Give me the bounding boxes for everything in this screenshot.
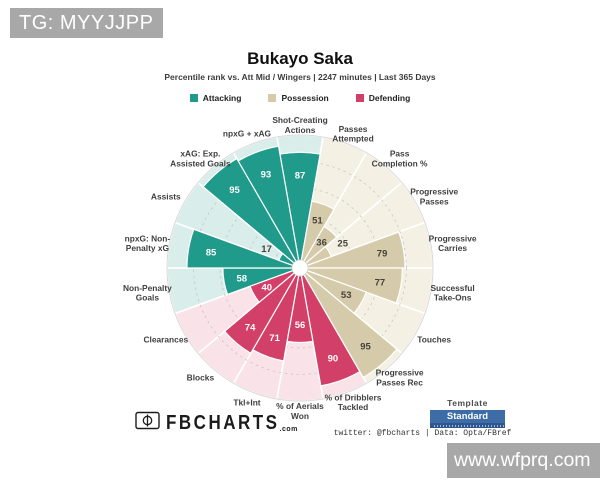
chart-subtitle: Percentile rank vs. Att Mid / Wingers | …: [164, 72, 436, 82]
slice-value-16: 95: [229, 185, 240, 196]
slice-value-2: 36: [316, 237, 327, 248]
slice-label-10: Tkl+Int: [233, 397, 260, 407]
slice-value-8: 90: [328, 354, 339, 365]
chart-legend: Attacking Possession Defending: [0, 93, 600, 103]
legend-label-defending: Defending: [368, 93, 411, 103]
slice-value-5: 77: [375, 277, 386, 288]
center-hub: [291, 259, 309, 277]
slice-label-17: npxG + xAG: [223, 129, 271, 139]
slice-bar-11: [223, 267, 301, 355]
page-title: Bukayo Saka: [247, 49, 353, 68]
slice-value-17: 93: [261, 170, 272, 181]
legend-item-possession: Possession: [268, 93, 329, 103]
slice-label-0: Shot-Creating Actions: [272, 115, 327, 135]
slice-label-14: npxG: Non-Penalty xG: [125, 233, 171, 253]
watermark: www.wfprq.com: [447, 443, 600, 478]
outer-ring: [166, 134, 434, 402]
slice-value-3: 25: [337, 239, 348, 250]
legend-swatch-attacking: [189, 94, 198, 102]
slice-value-15: 17: [261, 244, 272, 255]
slice-label-11: Blocks: [187, 373, 215, 383]
slice-value-12: 40: [262, 282, 273, 293]
legend-label-possession: Possession: [281, 93, 329, 103]
grid-ring-80: [193, 161, 407, 375]
legend-item-defending: Defending: [355, 93, 411, 103]
legend-swatch-defending: [355, 94, 364, 102]
slice-bar-14: [186, 228, 301, 269]
slice-bar-17: [237, 145, 301, 269]
slice-bar-2: [299, 225, 338, 269]
slice-label-12: Clearances: [143, 335, 188, 345]
slice-label-4: Progressive Carries: [429, 233, 477, 253]
tg-badge: TG: MYYJJPP: [10, 8, 163, 38]
slice-value-13: 58: [237, 274, 248, 285]
slice-value-0: 87: [295, 171, 306, 182]
slice-label-8: % of Dribblers Tackled: [325, 393, 382, 413]
legend-item-attacking: Attacking: [189, 93, 242, 103]
slice-value-6: 53: [341, 290, 352, 301]
slice-label-13: Non-Penalty Goals: [123, 283, 172, 303]
slice-bar-7: [299, 267, 398, 379]
template-badge-value: Standard: [430, 410, 505, 423]
template-badge-subtext: [430, 423, 505, 428]
slice-value-14: 85: [206, 248, 217, 259]
slice-label-2: Pass Completion %: [372, 149, 428, 169]
slice-bar-16: [202, 157, 301, 269]
fbcharts-logo-icon: [135, 411, 161, 435]
slice-label-6: Touches: [417, 335, 451, 345]
slice-bar-4: [299, 231, 406, 269]
slice-bar-8: [299, 267, 361, 387]
slice-label-9: % of Aerials Won: [276, 401, 324, 421]
template-label: Template: [447, 398, 488, 408]
slice-bar-1: [299, 200, 335, 269]
slice-value-1: 51: [312, 215, 323, 226]
slice-value-11: 74: [245, 323, 256, 334]
slice-label-7: Progressive Passes Rec: [376, 368, 424, 388]
fbcharts-wordmark-suffix: .com: [279, 426, 298, 433]
slice-value-7: 95: [360, 341, 371, 352]
template-badge: Standard: [430, 410, 505, 428]
slice-label-5: Successful Take-Ons: [430, 283, 474, 303]
slice-value-9: 56: [295, 320, 306, 331]
slice-label-1: Passes Attempted: [332, 124, 373, 144]
slice-label-16: xAG: Exp. Assisted Goals: [170, 149, 231, 169]
legend-swatch-possession: [268, 94, 277, 102]
fbcharts-logo: FBCHARTS .com: [135, 411, 298, 435]
slice-label-15: Assists: [151, 192, 181, 202]
fbcharts-wordmark: FBCHARTS: [166, 410, 280, 434]
slice-value-10: 71: [269, 333, 280, 344]
slice-label-3: Progressive Passes: [410, 187, 458, 207]
slice-value-4: 79: [377, 249, 388, 260]
legend-label-attacking: Attacking: [202, 93, 242, 103]
credits-line: twitter: @fbcharts | Data: Opta/FBref: [333, 429, 512, 438]
